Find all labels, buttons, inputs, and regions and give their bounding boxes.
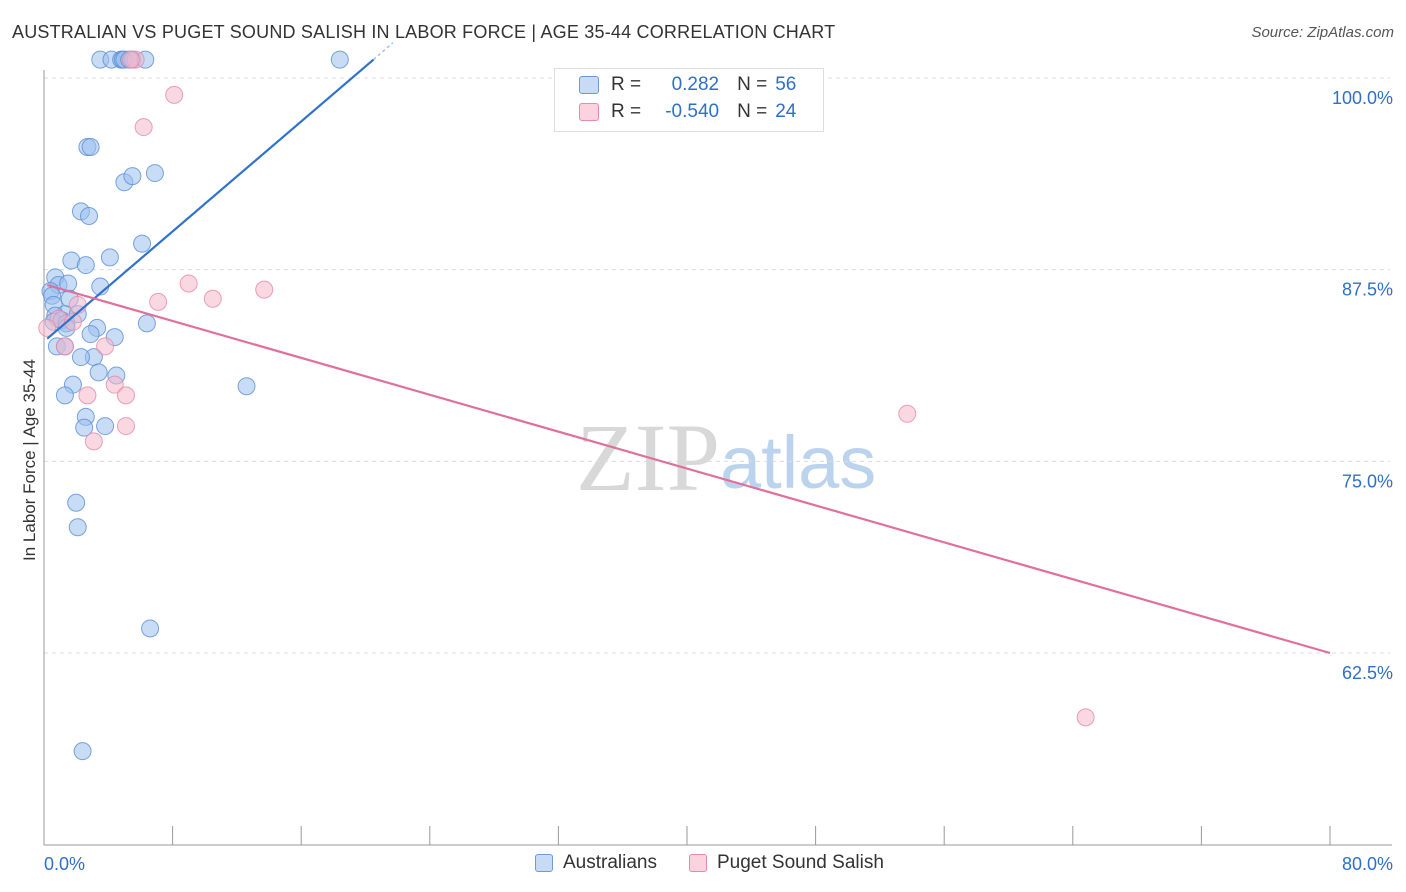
series-legend: Australians Puget Sound Salish (535, 852, 916, 874)
point-australians (89, 363, 108, 382)
point-australians (237, 377, 256, 396)
y-tick-label: 87.5% (1342, 280, 1393, 300)
point-australians (141, 619, 160, 638)
point-puget-sound-salish (165, 85, 184, 104)
point-australians (137, 314, 156, 333)
point-australians (100, 248, 119, 267)
trend-lines (46, 42, 1331, 655)
point-puget-sound-salish (63, 312, 82, 331)
point-puget-sound-salish (149, 292, 168, 311)
legend-label-puget-sound-salish: Puget Sound Salish (717, 852, 884, 873)
point-puget-sound-salish (84, 432, 103, 451)
point-australians (330, 50, 349, 69)
legend-row-puget-sound-salish: R = -0.540 N = 24 (579, 101, 796, 123)
legend-swatch-australians (535, 854, 553, 872)
point-puget-sound-salish (78, 386, 97, 405)
legend-row-australians: R = 0.282 N = 56 (579, 74, 796, 96)
point-australians (81, 325, 100, 344)
point-australians (80, 207, 99, 225)
x-tick-label: 80.0% (1342, 854, 1393, 874)
point-puget-sound-salish (105, 375, 124, 394)
legend-r-label: R = (611, 74, 642, 95)
legend-r-label: R = (611, 101, 642, 122)
point-puget-sound-salish (203, 289, 222, 308)
point-australians (81, 138, 100, 156)
data-points (38, 50, 1095, 761)
legend-n-value: 56 (775, 74, 797, 95)
trend-line-puget-sound-salish (46, 283, 1331, 655)
point-australians (55, 386, 74, 405)
y-tick-label: 62.5% (1342, 663, 1393, 683)
source-label: Source: ZipAtlas.com (1251, 24, 1394, 41)
legend-label-australians: Australians (563, 852, 657, 873)
legend-n-value: 24 (775, 101, 797, 122)
legend-r-value: -0.540 (665, 101, 720, 122)
point-australians (123, 167, 142, 186)
point-puget-sound-salish (179, 274, 198, 293)
point-puget-sound-salish (121, 50, 140, 69)
legend-n-label: N = (737, 101, 768, 122)
point-puget-sound-salish (898, 404, 917, 423)
legend-swatch-puget-sound-salish (689, 854, 707, 872)
trend-line-australians (46, 58, 375, 340)
watermark-atlas: atlas (720, 421, 876, 504)
point-puget-sound-salish (55, 337, 74, 356)
legend-swatch-puget-sound-salish (579, 103, 599, 121)
axes: 62.5% 75.0% 87.5% 100.0% 0.0% 80.0% (43, 70, 1393, 874)
legend-swatch-australians (579, 76, 599, 94)
point-australians (73, 742, 92, 761)
point-puget-sound-salish (38, 318, 57, 337)
point-australians (71, 348, 90, 367)
point-australians (133, 234, 152, 253)
point-puget-sound-salish (116, 417, 135, 436)
point-puget-sound-salish (255, 280, 274, 299)
point-australians (67, 493, 86, 512)
legend-item-puget-sound-salish: Puget Sound Salish (689, 852, 884, 874)
point-australians (75, 418, 94, 437)
x-tick-label: 0.0% (44, 854, 85, 874)
y-tick-label: 75.0% (1342, 471, 1393, 491)
point-puget-sound-salish (96, 337, 115, 356)
point-puget-sound-salish (134, 118, 153, 137)
legend-item-australians: Australians (535, 852, 657, 874)
chart-title: AUSTRALIAN VS PUGET SOUND SALISH IN LABO… (12, 22, 836, 42)
point-australians (145, 164, 164, 183)
point-australians (76, 256, 95, 275)
legend-n-label: N = (737, 74, 768, 95)
point-australians (68, 518, 87, 537)
point-australians (96, 417, 115, 436)
legend-r-value: 0.282 (671, 74, 720, 95)
gridlines (44, 77, 1390, 654)
y-tick-label: 100.0% (1332, 88, 1393, 108)
trend-line-extension (373, 42, 394, 61)
point-puget-sound-salish (1076, 708, 1095, 727)
point-puget-sound-salish (116, 386, 135, 405)
point-puget-sound-salish (68, 295, 87, 314)
correlation-legend: R = 0.282 N = 56 R = -0.540 N = 24 (554, 68, 824, 132)
